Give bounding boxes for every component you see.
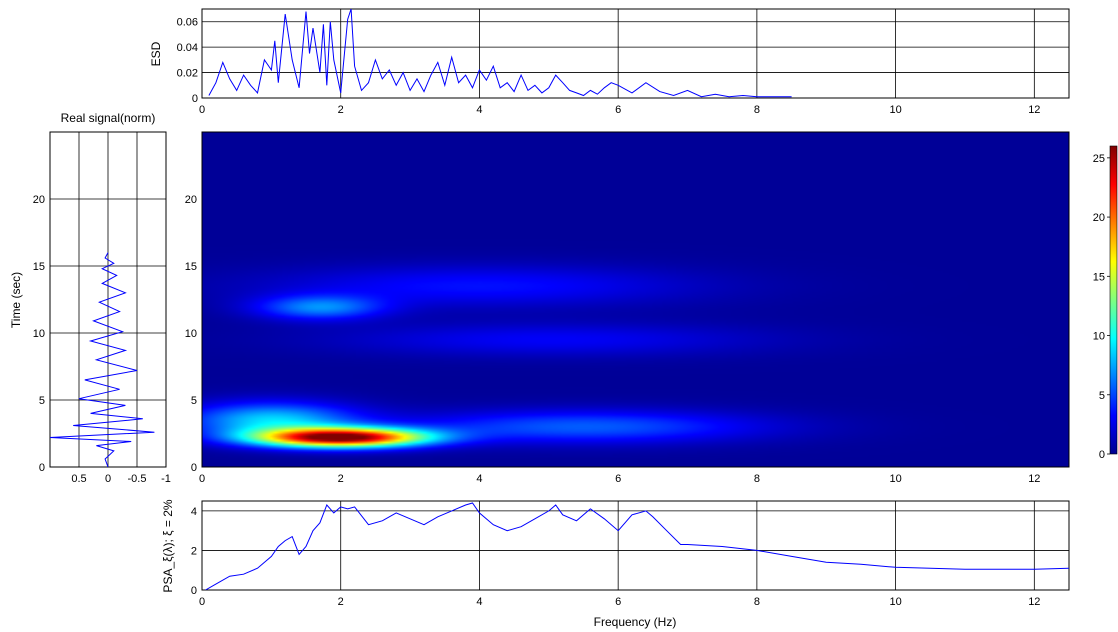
esd-x-tick-label: 6: [615, 104, 621, 116]
esd-grid: [201, 9, 1069, 99]
psa-x-axis-label: Frequency (Hz): [594, 615, 677, 629]
signal-series-line: [50, 252, 155, 467]
spectrogram-y-tick-label: 15: [185, 261, 197, 273]
signal-y-tick-label: 20: [33, 194, 45, 206]
psa-y-tick-label: 0: [191, 585, 197, 597]
colorbar-tick-labels: 0 5 10 15 20 25: [1093, 153, 1110, 461]
esd-x-tick-labels: 0 2 4 6 8 10 12: [199, 104, 1041, 116]
psa-axes: [201, 500, 1070, 591]
signal-y-tick-label: 10: [33, 328, 45, 340]
signal-x-tick-labels: 0.5 0 -0.5 -1: [71, 473, 171, 485]
spectrogram-x-tick-label: 10: [889, 473, 901, 485]
spectrogram-x-tick-label: 12: [1028, 473, 1040, 485]
psa-series-line: [205, 502, 1069, 590]
esd-x-tick-label: 4: [476, 104, 482, 116]
signal-y-axis-label: Time (sec): [9, 272, 23, 328]
colorbar: 0 5 10 15 20 25: [1093, 145, 1118, 461]
psa-y-tick-labels: 0 2 4: [191, 506, 197, 597]
signal-y-tick-label: 5: [39, 395, 45, 407]
spectrogram-y-tick-label: 10: [185, 328, 197, 340]
psa-x-tick-labels: 0 2 4 6 8 10 12: [199, 596, 1041, 608]
spectrogram-x-tick-label: 6: [615, 473, 621, 485]
signal-y-tick-label: 15: [33, 261, 45, 273]
colorbar-tick-label: 25: [1093, 153, 1105, 165]
spectrogram-y-tick-label: 5: [191, 395, 197, 407]
colorbar-tick-label: 5: [1099, 390, 1105, 402]
esd-x-tick-label: 12: [1028, 104, 1040, 116]
signal-panel: Real signal(norm) 0.5 0 -0.5 -1 0 5 10 15 20 Ti…: [9, 111, 171, 485]
spectrogram-y-tick-labels: 0 5 10 15 20: [185, 194, 197, 474]
spectrogram-x-tick-label: 4: [476, 473, 482, 485]
signal-x-tick-label: -0.5: [128, 473, 147, 485]
colorbar-gradient: [1109, 145, 1118, 455]
spectrogram-y-tick-label: 20: [185, 194, 197, 206]
psa-x-tick-label: 8: [754, 596, 760, 608]
signal-grid: [50, 132, 167, 468]
psa-x-tick-label: 0: [199, 596, 205, 608]
psa-x-tick-label: 12: [1028, 596, 1040, 608]
colorbar-tick-label: 10: [1093, 331, 1105, 343]
psa-x-tick-label: 10: [889, 596, 901, 608]
spectrogram-panel: 0 2 4 6 8 10 12 0 5 10 15 20: [185, 131, 1070, 485]
spectrogram-x-tick-label: 2: [338, 473, 344, 485]
esd-y-tick-label: 0.02: [177, 68, 198, 80]
psa-x-tick-label: 6: [615, 596, 621, 608]
esd-x-tick-label: 0: [199, 104, 205, 116]
esd-axes: [201, 8, 1070, 99]
spectrogram-axes: [201, 131, 1070, 468]
esd-x-tick-label: 8: [754, 104, 760, 116]
psa-x-tick-label: 4: [476, 596, 482, 608]
signal-x-tick-label: 0.5: [71, 473, 86, 485]
esd-y-axis-label: ESD: [149, 41, 163, 66]
esd-y-tick-labels: 0 0.02 0.04 0.06: [177, 17, 198, 105]
psa-panel: 0 2 4 6 8 10 12 0 2 4 PSA_ξ(λ); ξ = 2% Frequency…: [161, 499, 1070, 629]
spectrogram-x-tick-labels: 0 2 4 6 8 10 12: [199, 473, 1041, 485]
psa-y-tick-label: 2: [191, 545, 197, 557]
psa-grid: [201, 501, 1069, 591]
colorbar-tick-label: 15: [1093, 271, 1105, 283]
esd-x-tick-label: 10: [889, 104, 901, 116]
signal-x-tick-label: 0: [105, 473, 111, 485]
esd-y-tick-label: 0: [192, 93, 198, 105]
esd-series-line: [208, 9, 792, 98]
esd-y-tick-label: 0.06: [177, 17, 198, 29]
spectrogram-heatmap-image: [202, 132, 1069, 467]
psa-x-tick-label: 2: [338, 596, 344, 608]
spectrogram-x-tick-label: 0: [199, 473, 205, 485]
spectrogram-x-tick-label: 8: [754, 473, 760, 485]
signal-y-tick-labels: 0 5 10 15 20: [33, 194, 45, 474]
spectrogram-y-tick-label: 0: [191, 462, 197, 474]
colorbar-tick-label: 20: [1093, 212, 1105, 224]
colorbar-tick-label: 0: [1099, 449, 1105, 461]
esd-panel: 0 2 4 6 8 10 12 0 0.02 0.04 0.06 ESD: [149, 8, 1070, 116]
psa-y-tick-label: 4: [191, 506, 197, 518]
esd-y-tick-label: 0.04: [177, 42, 198, 54]
psa-y-axis-label: PSA_ξ(λ); ξ = 2%: [161, 499, 175, 592]
esd-x-tick-label: 2: [338, 104, 344, 116]
signal-x-tick-label: -1: [161, 473, 171, 485]
signal-y-tick-label: 0: [39, 462, 45, 474]
signal-panel-title: Real signal(norm): [61, 111, 156, 125]
